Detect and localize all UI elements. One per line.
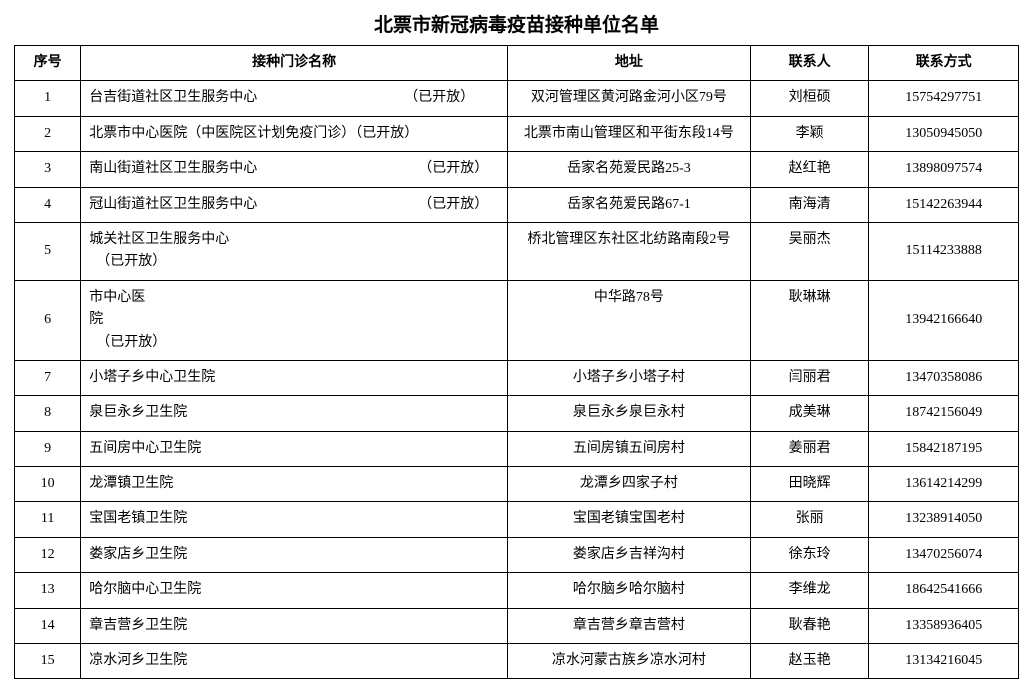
cell-name: 哈尔脑中心卫生院 (81, 573, 508, 608)
cell-contact: 张丽 (750, 502, 868, 537)
cell-seq: 7 (15, 360, 81, 395)
cell-addr: 岳家名苑爱民路25-3 (507, 152, 750, 187)
cell-contact: 耿琳琳 (750, 280, 868, 360)
cell-seq: 8 (15, 396, 81, 431)
cell-addr: 哈尔脑乡哈尔脑村 (507, 573, 750, 608)
cell-addr: 中华路78号 (507, 280, 750, 360)
page-title: 北票市新冠病毒疫苗接种单位名单 (14, 10, 1019, 37)
col-header-seq: 序号 (15, 46, 81, 81)
cell-phone: 13898097574 (869, 152, 1019, 187)
table-row: 10龙潭镇卫生院龙潭乡四家子村田晓辉13614214299 (15, 467, 1019, 502)
cell-seq: 10 (15, 467, 81, 502)
cell-contact: 赵红艳 (750, 152, 868, 187)
cell-addr: 娄家店乡吉祥沟村 (507, 537, 750, 572)
cell-seq: 9 (15, 431, 81, 466)
cell-seq: 5 (15, 222, 81, 280)
table-row: 6市中心医 院 （已开放）中华路78号耿琳琳13942166640 (15, 280, 1019, 360)
col-header-name: 接种门诊名称 (81, 46, 508, 81)
cell-phone: 13470256074 (869, 537, 1019, 572)
cell-contact: 吴丽杰 (750, 222, 868, 280)
cell-name: 小塔子乡中心卫生院 (81, 360, 508, 395)
cell-seq: 4 (15, 187, 81, 222)
table-row: 8泉巨永乡卫生院泉巨永乡泉巨永村成美琳18742156049 (15, 396, 1019, 431)
cell-name: 章吉营乡卫生院 (81, 608, 508, 643)
table-row: 13哈尔脑中心卫生院哈尔脑乡哈尔脑村李维龙18642541666 (15, 573, 1019, 608)
cell-contact: 徐东玲 (750, 537, 868, 572)
cell-phone: 18742156049 (869, 396, 1019, 431)
cell-name: 泉巨永乡卫生院 (81, 396, 508, 431)
cell-contact: 耿春艳 (750, 608, 868, 643)
table-row: 2北票市中心医院（中医院区计划免疫门诊）（已开放）北票市南山管理区和平街东段14… (15, 116, 1019, 151)
cell-contact: 闫丽君 (750, 360, 868, 395)
col-header-addr: 地址 (507, 46, 750, 81)
col-header-contact: 联系人 (750, 46, 868, 81)
cell-seq: 3 (15, 152, 81, 187)
cell-contact: 李颖 (750, 116, 868, 151)
table-row: 9五间房中心卫生院五间房镇五间房村姜丽君15842187195 (15, 431, 1019, 466)
cell-seq: 1 (15, 81, 81, 116)
table-row: 5城关社区卫生服务中心 （已开放）桥北管理区东社区北纺路南段2号吴丽杰15114… (15, 222, 1019, 280)
cell-phone: 18642541666 (869, 573, 1019, 608)
cell-seq: 13 (15, 573, 81, 608)
cell-contact: 姜丽君 (750, 431, 868, 466)
table-row: 11宝国老镇卫生院宝国老镇宝国老村张丽13238914050 (15, 502, 1019, 537)
table-header-row: 序号接种门诊名称地址联系人联系方式 (15, 46, 1019, 81)
vaccine-sites-table: 序号接种门诊名称地址联系人联系方式 1台吉街道社区卫生服务中心 （已开放）双河管… (14, 45, 1019, 679)
cell-addr: 龙潭乡四家子村 (507, 467, 750, 502)
cell-phone: 15142263944 (869, 187, 1019, 222)
cell-phone: 15114233888 (869, 222, 1019, 280)
cell-phone: 13358936405 (869, 608, 1019, 643)
cell-seq: 12 (15, 537, 81, 572)
cell-contact: 南海清 (750, 187, 868, 222)
cell-name: 北票市中心医院（中医院区计划免疫门诊）（已开放） (81, 116, 508, 151)
cell-name: 宝国老镇卫生院 (81, 502, 508, 537)
cell-name: 五间房中心卫生院 (81, 431, 508, 466)
table-row: 3南山街道社区卫生服务中心 （已开放）岳家名苑爱民路25-3赵红艳1389809… (15, 152, 1019, 187)
cell-phone: 15842187195 (869, 431, 1019, 466)
cell-seq: 11 (15, 502, 81, 537)
table-row: 14章吉营乡卫生院章吉营乡章吉营村耿春艳13358936405 (15, 608, 1019, 643)
cell-addr: 小塔子乡小塔子村 (507, 360, 750, 395)
table-row: 7小塔子乡中心卫生院小塔子乡小塔子村闫丽君13470358086 (15, 360, 1019, 395)
cell-phone: 13050945050 (869, 116, 1019, 151)
cell-name: 娄家店乡卫生院 (81, 537, 508, 572)
cell-addr: 泉巨永乡泉巨永村 (507, 396, 750, 431)
cell-phone: 13470358086 (869, 360, 1019, 395)
cell-addr: 岳家名苑爱民路67-1 (507, 187, 750, 222)
table-row: 12娄家店乡卫生院娄家店乡吉祥沟村徐东玲13470256074 (15, 537, 1019, 572)
cell-name: 南山街道社区卫生服务中心 （已开放） (81, 152, 508, 187)
cell-name: 城关社区卫生服务中心 （已开放） (81, 222, 508, 280)
cell-seq: 14 (15, 608, 81, 643)
cell-name: 市中心医 院 （已开放） (81, 280, 508, 360)
cell-contact: 田晓辉 (750, 467, 868, 502)
cell-seq: 2 (15, 116, 81, 151)
table-row: 4冠山街道社区卫生服务中心 （已开放）岳家名苑爱民路67-1南海清1514226… (15, 187, 1019, 222)
cell-addr: 五间房镇五间房村 (507, 431, 750, 466)
cell-contact: 成美琳 (750, 396, 868, 431)
cell-name: 龙潭镇卫生院 (81, 467, 508, 502)
cell-contact: 李维龙 (750, 573, 868, 608)
cell-addr: 双河管理区黄河路金河小区79号 (507, 81, 750, 116)
cell-addr: 桥北管理区东社区北纺路南段2号 (507, 222, 750, 280)
col-header-phone: 联系方式 (869, 46, 1019, 81)
table-row: 1台吉街道社区卫生服务中心 （已开放）双河管理区黄河路金河小区79号刘桓硕157… (15, 81, 1019, 116)
cell-seq: 6 (15, 280, 81, 360)
cell-phone: 13238914050 (869, 502, 1019, 537)
cell-name: 台吉街道社区卫生服务中心 （已开放） (81, 81, 508, 116)
cell-phone: 13942166640 (869, 280, 1019, 360)
cell-contact: 刘桓硕 (750, 81, 868, 116)
cell-phone: 15754297751 (869, 81, 1019, 116)
cell-addr: 宝国老镇宝国老村 (507, 502, 750, 537)
cell-phone: 13614214299 (869, 467, 1019, 502)
cell-addr: 北票市南山管理区和平街东段14号 (507, 116, 750, 151)
cell-addr: 章吉营乡章吉营村 (507, 608, 750, 643)
cell-name: 冠山街道社区卫生服务中心 （已开放） (81, 187, 508, 222)
